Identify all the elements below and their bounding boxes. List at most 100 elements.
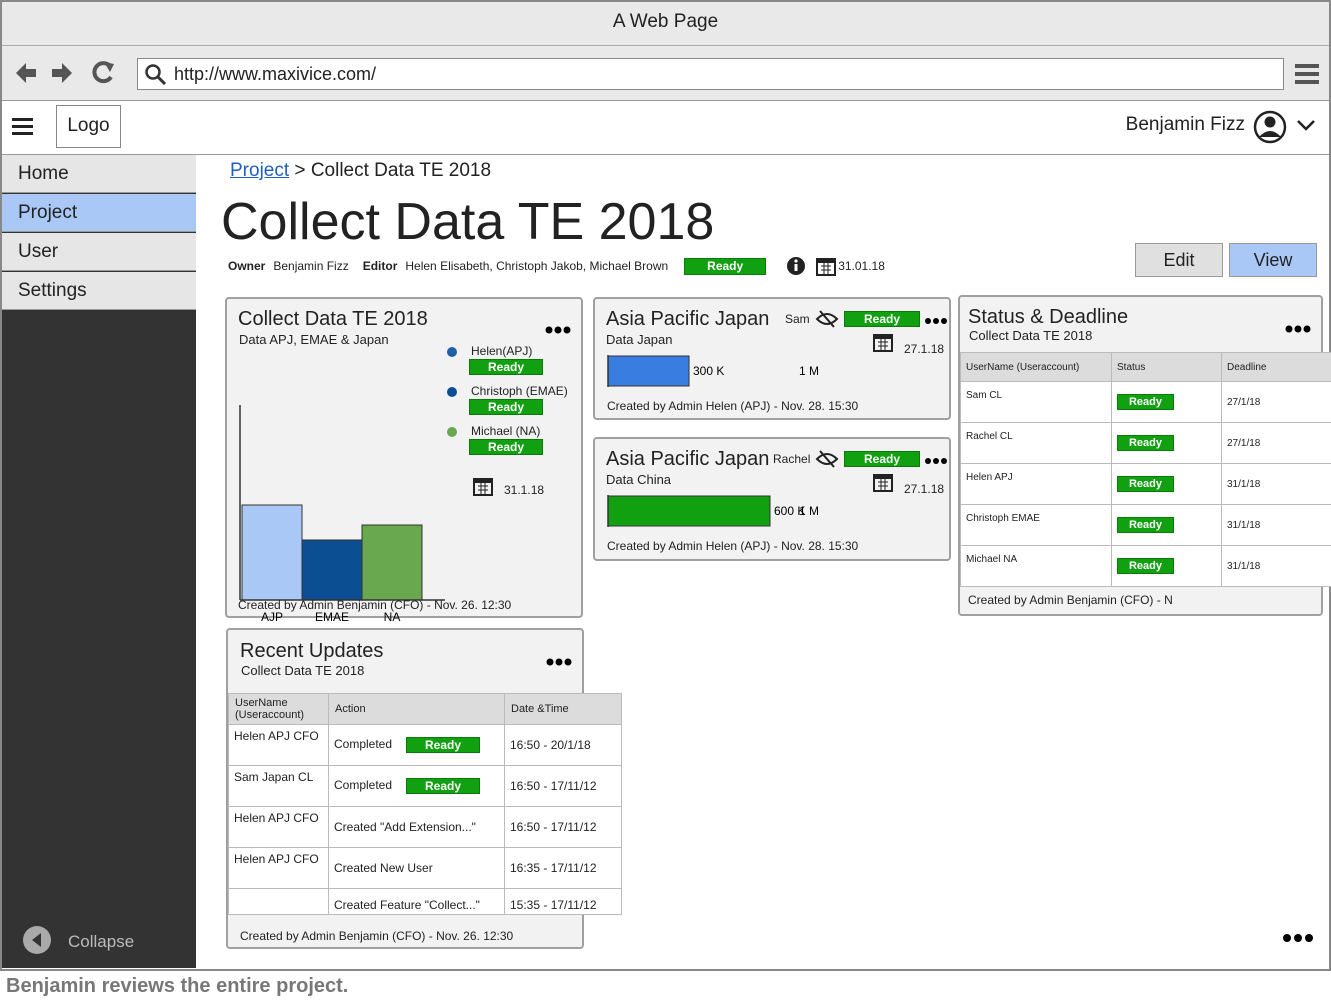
logo[interactable]: Logo <box>56 105 121 148</box>
x-label: EMAE <box>315 610 349 624</box>
x-label: AJP <box>261 610 283 624</box>
info-icon[interactable] <box>786 256 808 276</box>
nav-item[interactable]: User <box>2 233 196 271</box>
breadcrumb-separator: > <box>294 160 306 181</box>
progress-card: Asia Pacific Japan Sam Ready Data Japan 27.1… <box>593 297 951 420</box>
user-avatar[interactable] <box>1252 109 1322 145</box>
legend-dot <box>447 427 457 437</box>
owner: Benjamin Fizz <box>273 259 349 273</box>
status-badge: Ready <box>1117 435 1174 451</box>
calendar-icon <box>873 474 893 492</box>
progress-max: 1 M <box>799 504 819 518</box>
caption: Benjamin reviews the entire project. <box>6 975 349 997</box>
user-cell: Rachel CL <box>960 422 1112 464</box>
card-menu[interactable] <box>1285 325 1315 333</box>
status-badge: Ready <box>406 778 481 794</box>
nav-icons[interactable] <box>12 58 122 88</box>
card-user: Sam <box>785 312 810 326</box>
user-cell: Sam Japan CL <box>228 765 329 807</box>
user-cell: Michael NA <box>960 545 1112 587</box>
card-footer: Created by Admin Benjamin (CFO) - Nov. 2… <box>238 598 512 612</box>
dot <box>933 458 939 464</box>
deadline-cell: 27/1/18 <box>1221 422 1331 464</box>
card-footer: Created by Admin Helen (APJ) - Nov. 28. … <box>607 539 859 553</box>
user-name[interactable]: Benjamin Fizz <box>1125 114 1245 135</box>
status-cell: Ready <box>1111 504 1222 546</box>
header-row: UserName (Useraccount) Status Deadline <box>960 352 1331 382</box>
status-badge: Ready <box>1117 476 1174 492</box>
user-cell: Helen APJ CFO <box>228 806 329 848</box>
column-header: UserName (Useraccount) <box>228 693 329 725</box>
nav-item[interactable]: Home <box>2 155 196 193</box>
column-header: Action <box>328 693 505 725</box>
time-cell: 16:50 - 20/1/18 <box>504 724 622 766</box>
header-row: UserName (Useraccount) Action Date &Time <box>228 693 622 725</box>
bar-chart: AJP EMAE NA <box>239 405 445 624</box>
card-status: Ready <box>844 311 920 327</box>
dot <box>941 318 947 324</box>
dot <box>925 458 931 464</box>
status-cell: Ready <box>1111 381 1222 423</box>
nav-item[interactable]: Settings <box>2 272 196 310</box>
status-table: UserName (Useraccount) Status Deadline Sam … <box>960 352 1331 587</box>
url-bar[interactable]: http://www.maxivice.com/ <box>137 58 1284 90</box>
card-subtitle: Data China <box>606 472 672 487</box>
action: Created New User <box>334 861 433 875</box>
bar <box>301 539 363 601</box>
card-user: Rachel <box>773 452 811 466</box>
breadcrumb-current: Collect Data TE 2018 <box>310 160 492 181</box>
collapse-icon[interactable] <box>22 925 54 955</box>
status-badge: Ready <box>406 737 481 753</box>
chart-date: 31.1.18 <box>504 483 545 497</box>
card-menu[interactable] <box>545 326 575 334</box>
action: Created "Add Extension..." <box>334 820 476 834</box>
user-name: Helen APJ CFO <box>234 852 319 866</box>
action: Completed <box>334 778 393 792</box>
card-subtitle: Collect Data TE 2018 <box>241 663 365 678</box>
user-cell: Helen APJ <box>960 463 1112 505</box>
card-date: 27.1.18 <box>904 342 945 356</box>
chart-card: Collect Data TE 2018 Data APJ, EMAE & Ja… <box>225 297 583 624</box>
card-footer: Created by Admin Helen (APJ) - Nov. 28. … <box>607 399 859 413</box>
user-name: Helen APJ CFO <box>234 729 319 743</box>
action: Created Feature "Collect..." <box>334 898 480 912</box>
status-badge: Ready <box>1117 558 1174 574</box>
action-cell: Created Feature "Collect..." <box>328 888 505 915</box>
card-footer: Created by Admin Benjamin (CFO) - Nov. 2… <box>240 929 514 943</box>
breadcrumb-link[interactable]: Project <box>230 160 290 181</box>
hidden-icon <box>815 450 839 468</box>
card-menu[interactable] <box>546 658 576 666</box>
nav-item[interactable]: Project <box>2 194 196 232</box>
time-cell: 16:50 - 17/11/12 <box>504 806 622 848</box>
edit-button[interactable]: Edit <box>1135 243 1223 277</box>
deadline-cell: 31/1/18 <box>1221 463 1331 505</box>
card-subtitle: Data APJ, EMAE & Japan <box>239 332 389 347</box>
status-cell: Ready <box>1111 545 1222 587</box>
calendar-icon <box>816 258 837 276</box>
page-menu[interactable] <box>1282 933 1318 943</box>
card-menu[interactable] <box>925 317 949 325</box>
bar <box>241 504 303 601</box>
table-row: Sam Japan CL Completed Ready 16:50 - 17/11/… <box>228 765 622 807</box>
card-subtitle: Collect Data TE 2018 <box>969 328 1093 343</box>
action-cell: Created New User <box>328 847 505 889</box>
menu-icon[interactable] <box>12 117 34 137</box>
status-badge: Ready <box>684 257 767 275</box>
card-menu[interactable] <box>925 457 949 465</box>
time-cell: 16:35 - 17/11/12 <box>504 847 622 889</box>
updates-table: UserName (Useraccount) Action Date &Time He… <box>228 693 622 915</box>
browser-menu[interactable] <box>1294 62 1320 86</box>
card-title: Collect Data TE 2018 <box>238 308 428 330</box>
view-button[interactable]: View <box>1229 243 1317 277</box>
user-name: Sam Japan CL <box>234 770 314 784</box>
progress-fill <box>607 355 690 387</box>
legend-dot <box>447 387 457 397</box>
window-title: A Web Page <box>612 11 719 32</box>
status-card: Status & Deadline Collect Data TE 2018 C… <box>958 295 1331 616</box>
search-icon <box>145 64 167 85</box>
action: Completed <box>334 737 393 751</box>
collapse-label[interactable]: Collapse <box>68 932 135 951</box>
time-cell: 16:50 - 17/11/12 <box>504 765 622 807</box>
hidden-icon <box>815 310 839 328</box>
